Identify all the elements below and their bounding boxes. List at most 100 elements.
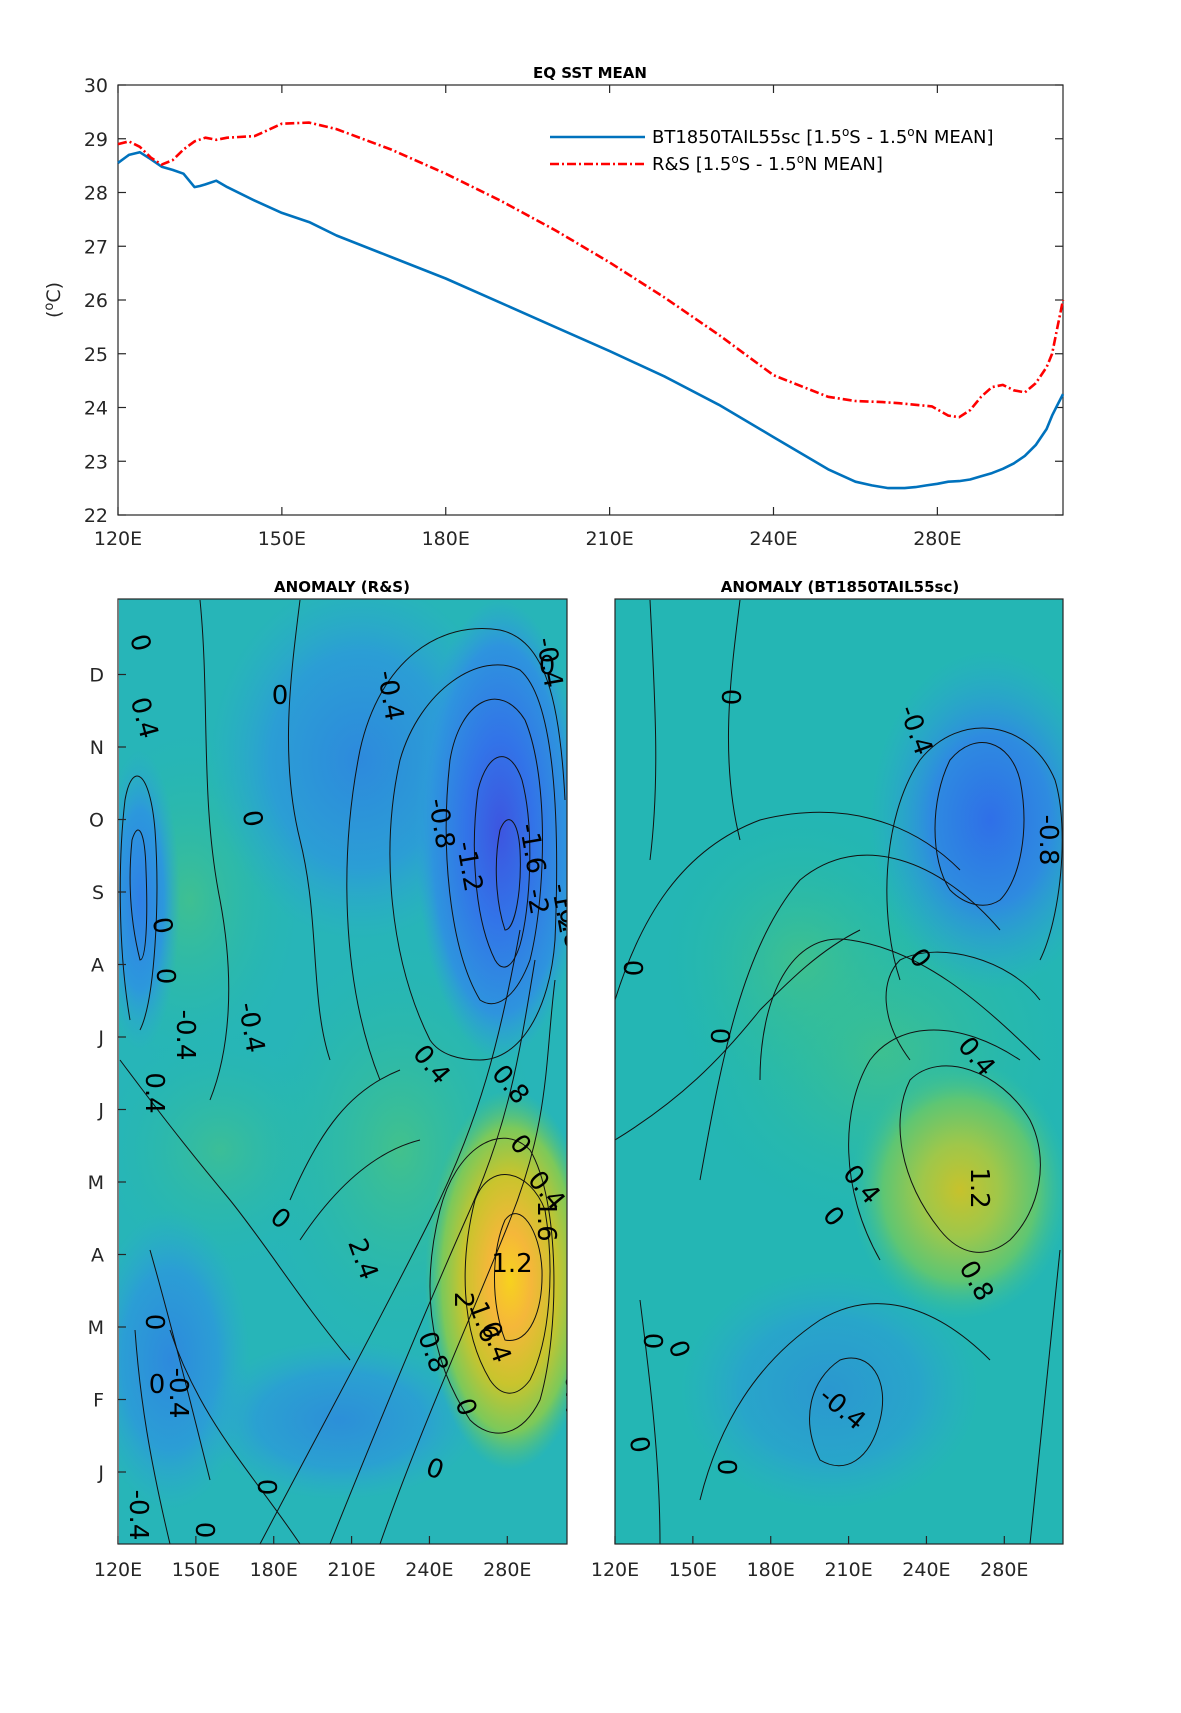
contour-line [299, 1139, 421, 1241]
y-tick-label: 23 [84, 451, 108, 473]
contour-line [615, 929, 861, 1141]
contour-line [727, 599, 741, 841]
contour-line [329, 959, 536, 1544]
contour-line [885, 951, 1041, 1061]
contour-line [149, 1249, 211, 1481]
legend-label-model: BT1850TAIL55sc [1.5oS - 1.5oN MEAN] [652, 125, 994, 148]
x-tick-label: 240E [749, 528, 797, 550]
x-tick-label: 150E [669, 1559, 717, 1581]
x-tick-label: 210E [585, 528, 633, 550]
contour-line [134, 1329, 171, 1544]
contour-line [615, 811, 961, 1001]
x-tick-label: 150E [172, 1559, 220, 1581]
contour-label: 0 [539, 651, 556, 681]
contour-line [759, 938, 1041, 1081]
contour-line [346, 628, 566, 1081]
y-tick-label: 22 [84, 505, 108, 527]
contour-label: 0 [189, 1522, 219, 1539]
contour-line [445, 698, 543, 1005]
contour-label: 0 [637, 1333, 667, 1350]
month-tick-label: S [92, 882, 104, 904]
month-tick-label: N [90, 737, 104, 759]
contour-label: 1.2 [964, 1167, 994, 1208]
y-tick-label: 24 [84, 398, 108, 420]
contour-line [169, 1329, 301, 1544]
contour-label: 0 [715, 689, 745, 706]
contour-line [934, 742, 1025, 906]
heatmap-model-title: ANOMALY (BT1850TAIL55sc) [721, 578, 959, 596]
heatmap-rs-x-ticks: 120E 150E 180E 210E 240E 280E [94, 1536, 531, 1581]
x-tick-label: 120E [591, 1559, 639, 1581]
contour-line [464, 1174, 551, 1394]
line-chart-title: EQ SST MEAN [533, 64, 647, 82]
heatmap-rs: ANOMALY (R&S) 00.4 -0.40-0.8-1.2 -1.6-2-1.… [88, 578, 623, 1581]
line-series-group [117, 121, 1065, 490]
x-tick-label: 180E [422, 528, 470, 550]
contour-label: 0 [149, 1370, 166, 1400]
x-tick-label: 240E [405, 1559, 453, 1581]
y-tick-label: 29 [84, 129, 108, 151]
contour-label: 0 [139, 1314, 169, 1331]
contour-label: 0 [711, 1459, 741, 1476]
month-tick-label: J [97, 1027, 104, 1049]
month-tick-label: M [88, 1317, 104, 1339]
contour-label: 0 [123, 631, 156, 655]
contour-label: -2 [520, 886, 554, 917]
x-tick-label: 210E [327, 1559, 375, 1581]
heatmap-model-x-ticks: 120E 150E 180E 210E 240E 280E [591, 1536, 1028, 1581]
heatmap-rs-axes [117, 598, 568, 1545]
x-tick-label: 280E [483, 1559, 531, 1581]
heatmap-model-contours [615, 599, 1063, 1544]
contour-line [809, 1357, 884, 1467]
contour-label: -0.4 [1063, 875, 1093, 926]
month-tick-label: F [93, 1390, 104, 1412]
contour-line [119, 1059, 351, 1361]
contour-label: 0.4 [1063, 1291, 1093, 1332]
contour-line [389, 664, 558, 1061]
x-tick-label: 210E [824, 1559, 872, 1581]
contour-line [473, 756, 531, 968]
month-tick-label: O [89, 810, 104, 832]
x-tick-label: 240E [902, 1559, 950, 1581]
x-axis-ticks: 120E 150E 180E 210E 240E 280E [94, 85, 962, 550]
contour-label: 0 [236, 808, 268, 830]
y-axis-label: (oC) [42, 282, 65, 318]
contour-label: 0 [146, 915, 178, 937]
contour-line [199, 599, 230, 1101]
line-chart-axes [117, 84, 1064, 516]
contour-line [429, 1137, 555, 1434]
y-tick-label: 30 [84, 75, 108, 97]
contour-line [699, 854, 1001, 1181]
contour-line [495, 819, 521, 931]
contour-line [886, 727, 1063, 981]
contour-label: 0 [617, 960, 647, 977]
contour-line [129, 829, 148, 961]
contour-line [287, 599, 331, 1061]
contour-label: 0.4 [139, 1072, 169, 1113]
x-tick-label: 180E [747, 1559, 795, 1581]
legend-label-rs: R&S [1.5oS - 1.5oN MEAN] [652, 152, 883, 175]
month-tick-label: M [88, 1172, 104, 1194]
series-line-model [117, 150, 1065, 490]
y-axis-ticks: 22 23 24 25 26 27 28 29 30 [84, 75, 1063, 527]
contour-label: 1.6 [531, 1200, 561, 1241]
contour-line [848, 1029, 1021, 1261]
x-tick-label: 120E [94, 528, 142, 550]
contour-label: -0.4 [123, 1490, 153, 1541]
series-line-rs [117, 121, 1065, 419]
contour-label: -0.8 [1033, 815, 1063, 866]
y-tick-label: 25 [84, 344, 108, 366]
contour-label: 0 [150, 968, 180, 985]
contour-line [639, 1299, 661, 1544]
month-tick-label: J [97, 1462, 104, 1484]
contour-line [379, 979, 556, 1544]
x-tick-label: 180E [250, 1559, 298, 1581]
contour-label: -0.4 [163, 1368, 193, 1419]
x-tick-label: 120E [94, 1559, 142, 1581]
x-tick-label: 280E [980, 1559, 1028, 1581]
y-tick-label: 28 [84, 183, 108, 205]
contour-line [119, 775, 158, 1031]
contour-line [649, 599, 657, 861]
